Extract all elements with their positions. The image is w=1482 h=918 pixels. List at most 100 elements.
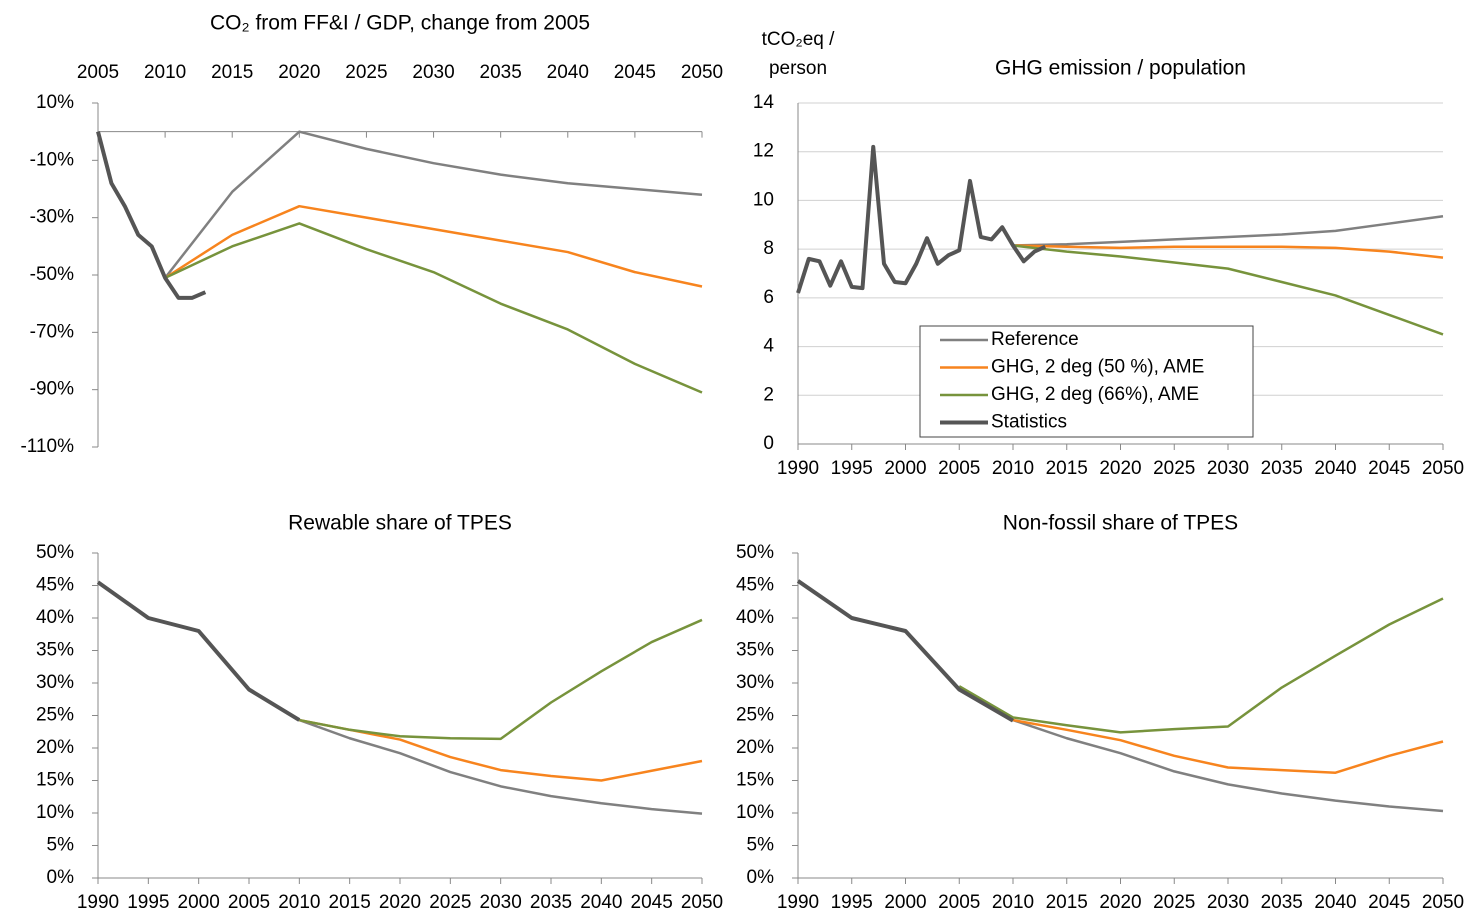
y-tick-label: 25% (36, 705, 74, 726)
x-tick-label: 1990 (777, 458, 819, 479)
x-tick-label: 2025 (1153, 892, 1195, 913)
y-tick-label: 10% (36, 802, 74, 823)
x-tick-label: 2050 (681, 62, 723, 83)
x-tick-label: 2040 (580, 892, 622, 913)
y-tick-label: -10% (30, 149, 74, 170)
x-tick-label: 2015 (329, 892, 371, 913)
series-line (796, 144, 1047, 294)
y-tick-label: 10 (753, 189, 774, 210)
x-tick-label: 2010 (992, 458, 1034, 479)
series-line (164, 130, 703, 279)
y-tick-label: -110% (20, 436, 74, 457)
legend-label: GHG, 2 deg (50 %), AME (991, 357, 1204, 378)
y-tick-label: 30% (736, 672, 774, 693)
y-tick-label: 10% (36, 92, 74, 113)
x-tick-label: 2025 (429, 892, 471, 913)
y-tick-label: 35% (36, 640, 74, 661)
legend-label: Reference (991, 329, 1079, 350)
x-tick-label: 1990 (77, 892, 119, 913)
y-tick-label: 5% (747, 835, 775, 856)
y-tick-label: 0% (747, 867, 775, 888)
x-tick-label: 2045 (631, 892, 673, 913)
series-line (96, 131, 207, 300)
x-tick-label: 1995 (127, 892, 169, 913)
series-line (1012, 215, 1444, 247)
chart-panel: Rewable share of TPES 0% 5% 10% 15% 20% 25% 30%… (36, 512, 723, 913)
x-tick-label: 2035 (1261, 458, 1303, 479)
x-tick-label: 2005 (77, 62, 119, 83)
legend-box (919, 325, 1254, 438)
series-line (96, 580, 301, 722)
x-tick-label: 2040 (1314, 892, 1356, 913)
series-line (1012, 244, 1444, 259)
x-tick-label: 2040 (547, 62, 589, 83)
x-tick-label: 2050 (681, 892, 723, 913)
y-tick-label: -30% (30, 207, 74, 228)
y-tick-label: 5% (47, 835, 75, 856)
series-line (1012, 718, 1444, 774)
y-tick-label: 2 (763, 384, 774, 405)
x-tick-label: 2035 (1261, 892, 1303, 913)
legend-label: GHG, 2 deg (66%), AME (991, 384, 1199, 405)
x-tick-label: 2010 (278, 892, 320, 913)
y-tick-label: 12 (753, 141, 774, 162)
legend-label: Statistics (991, 412, 1067, 433)
y-tick-label: 0 (763, 433, 774, 454)
y-tick-label: 10% (736, 802, 774, 823)
series-line (1012, 244, 1444, 336)
series-line (164, 222, 703, 394)
chart-title: GHG emission / population (995, 57, 1246, 80)
x-tick-label: 2020 (379, 892, 421, 913)
x-tick-label: 2025 (345, 62, 387, 83)
x-tick-label: 2045 (1368, 458, 1410, 479)
series-line (164, 204, 703, 288)
x-tick-label: 1990 (777, 892, 819, 913)
y-tick-label: -90% (30, 379, 74, 400)
x-tick-label: 2010 (992, 892, 1034, 913)
x-tick-label: 2005 (938, 458, 980, 479)
y-tick-label: 0% (47, 867, 75, 888)
x-tick-label: 2015 (211, 62, 253, 83)
y-tick-label: 15% (36, 770, 74, 791)
y-tick-label: 20% (736, 737, 774, 758)
chart-title: Rewable share of TPES (288, 512, 512, 535)
x-tick-label: 2000 (884, 458, 926, 479)
series-line (1012, 718, 1444, 813)
chart-title: CO₂ from FF&I / GDP, change from 2005 (210, 12, 590, 35)
y-tick-label: 30% (36, 672, 74, 693)
x-tick-label: 1995 (831, 458, 873, 479)
x-tick-label: 2005 (228, 892, 270, 913)
y-tick-label: 4 (763, 336, 774, 357)
y-tick-label: 40% (36, 607, 74, 628)
y-tick-label: 8 (763, 238, 774, 259)
x-tick-label: 2025 (1153, 458, 1195, 479)
x-tick-label: 2050 (1422, 458, 1464, 479)
y-tick-label: -50% (30, 264, 74, 285)
y-tick-label: 6 (763, 287, 774, 308)
series-line (298, 718, 703, 815)
y-tick-label: 45% (736, 575, 774, 596)
x-tick-label: 2035 (480, 62, 522, 83)
series-line (958, 597, 1444, 734)
y-tick-label: 45% (36, 575, 74, 596)
y-tick-label: 50% (736, 542, 774, 563)
x-tick-label: 2020 (1099, 892, 1141, 913)
chart-title: Non-fossil share of TPES (1003, 512, 1238, 535)
x-tick-label: 2035 (530, 892, 572, 913)
x-tick-label: 2045 (1368, 892, 1410, 913)
chart-panel: CO₂ from FF&I / GDP, change from 2005 -11… (20, 12, 723, 457)
x-tick-label: 1995 (831, 892, 873, 913)
x-tick-label: 2030 (412, 62, 454, 83)
y-tick-label: 14 (753, 92, 775, 113)
x-tick-label: 2040 (1314, 458, 1356, 479)
series-line (299, 618, 703, 741)
y-tick-label: 50% (36, 542, 74, 563)
x-tick-label: 2010 (144, 62, 186, 83)
x-tick-label: 2030 (480, 892, 522, 913)
y-axis-label: person (769, 58, 827, 79)
y-tick-label: 20% (36, 737, 74, 758)
x-tick-label: 2015 (1046, 892, 1088, 913)
x-tick-label: 2000 (884, 892, 926, 913)
x-tick-label: 2050 (1422, 892, 1464, 913)
